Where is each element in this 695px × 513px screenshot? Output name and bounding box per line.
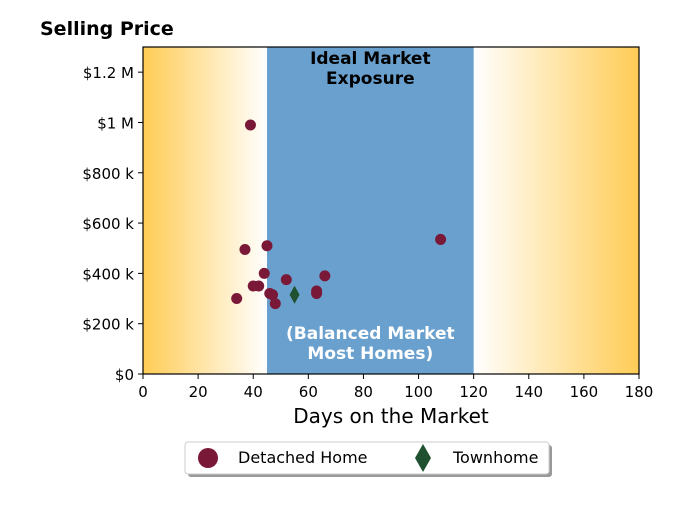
band-top-label: Exposure [326, 69, 415, 89]
points-layer [231, 119, 447, 310]
y-tick-label: $600 k [82, 215, 134, 233]
townhome-point [289, 285, 300, 304]
detached-home-point [269, 298, 281, 310]
band-top-label: Ideal Market [310, 49, 431, 69]
y-tick-label: $0 [115, 366, 134, 384]
left-gradient-region [143, 47, 267, 374]
detached-home-point [267, 289, 279, 301]
legend-detached-home-label: Detached Home [238, 448, 368, 467]
x-tick-label: 20 [189, 383, 208, 401]
y-tick-label: $400 k [82, 265, 134, 283]
y-tick-label: $1.2 M [83, 64, 134, 82]
x-tick-label: 180 [625, 383, 654, 401]
x-axis-title: Days on the Market [293, 404, 489, 428]
right-gradient-region [473, 47, 639, 374]
detached-home-point [231, 293, 243, 305]
chart-title: Selling Price [40, 18, 174, 40]
x-tick-label: 140 [514, 383, 543, 401]
detached-home-point [311, 288, 323, 300]
ideal-exposure-band [267, 47, 474, 374]
detached-home-point [253, 280, 265, 292]
x-tick-label: 60 [299, 383, 318, 401]
detached-home-point [258, 267, 270, 279]
x-tick-label: 80 [354, 383, 373, 401]
y-tick-label: $800 k [82, 165, 134, 183]
legend-detached-home-marker [198, 448, 218, 468]
x-tick-label: 100 [404, 383, 433, 401]
x-tick-label: 160 [570, 383, 599, 401]
detached-home-point [261, 240, 273, 252]
y-tick-label: $200 k [82, 316, 134, 334]
band-bottom-label: (Balanced Market [286, 324, 455, 344]
detached-home-point [435, 233, 447, 245]
band-bottom-label: Most Homes) [307, 344, 433, 364]
x-tick-label: 120 [459, 383, 488, 401]
legend-box [184, 441, 550, 475]
legend: Detached Home Townhome [184, 441, 552, 477]
legend-townhome-marker [415, 444, 431, 472]
axes-layer: 0 20 40 60 80 100 120 140 160 180 $0 $200 k $400 k $6… [82, 46, 654, 401]
legend-townhome-label: Townhome [452, 448, 538, 467]
plot-frame [142, 46, 640, 375]
x-tick-label: 40 [244, 383, 263, 401]
detached-home-point [244, 119, 256, 131]
detached-home-point [319, 270, 331, 282]
plot-background [143, 47, 639, 374]
detached-home-point [280, 274, 292, 286]
x-tick-label: 0 [138, 383, 148, 401]
y-tick-label: $1 M [97, 114, 134, 132]
detached-home-point [239, 243, 251, 255]
